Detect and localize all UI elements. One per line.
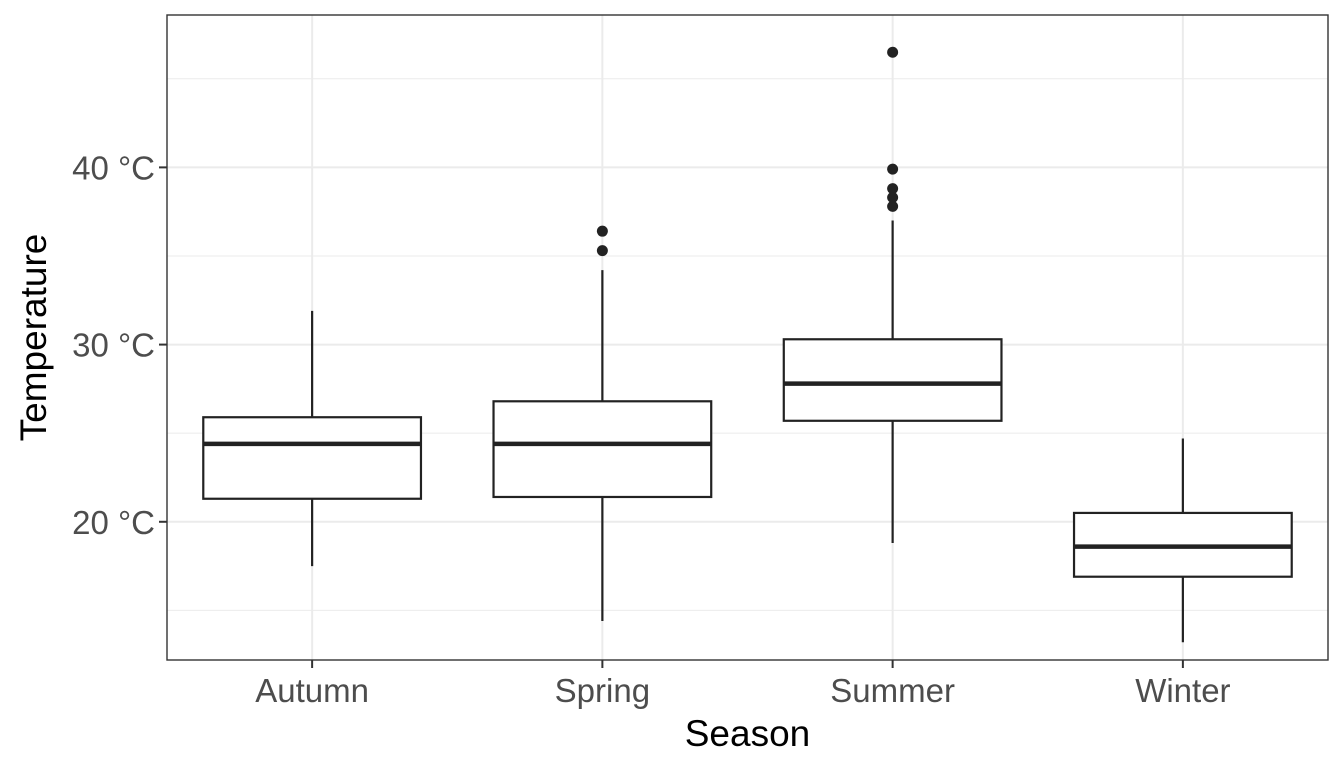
boxes <box>202 46 1293 643</box>
y-axis-title: Temperature <box>13 234 54 442</box>
box-winter <box>1072 438 1293 643</box>
outlier-point <box>887 183 899 195</box>
x-tick-label: Winter <box>1135 672 1230 709</box>
box-summer <box>782 46 1003 544</box>
box-iqr <box>202 416 423 500</box>
outlier-point <box>887 46 899 58</box>
axis-ticks: 20 °C 30 °C 40 °C Autumn Spring Summer Winter <box>72 149 1230 709</box>
panel-border <box>166 14 1329 661</box>
box-spring <box>492 225 713 622</box>
outlier-point <box>887 200 899 212</box>
outlier-point <box>596 225 608 237</box>
outlier-point <box>596 245 608 257</box>
outlier-point <box>887 192 899 204</box>
x-tick-label: Autumn <box>255 672 369 709</box>
x-axis-title: Season <box>685 713 811 754</box>
outlier-point <box>887 163 899 175</box>
y-tick-label: 20 °C <box>72 504 155 541</box>
box-iqr <box>782 338 1003 422</box>
y-tick-label: 40 °C <box>72 149 155 186</box>
box-autumn <box>202 310 423 567</box>
y-tick-label: 30 °C <box>72 327 155 364</box>
x-tick-label: Summer <box>830 672 955 709</box>
x-tick-label: Spring <box>555 672 650 709</box>
box-iqr <box>492 400 713 499</box>
